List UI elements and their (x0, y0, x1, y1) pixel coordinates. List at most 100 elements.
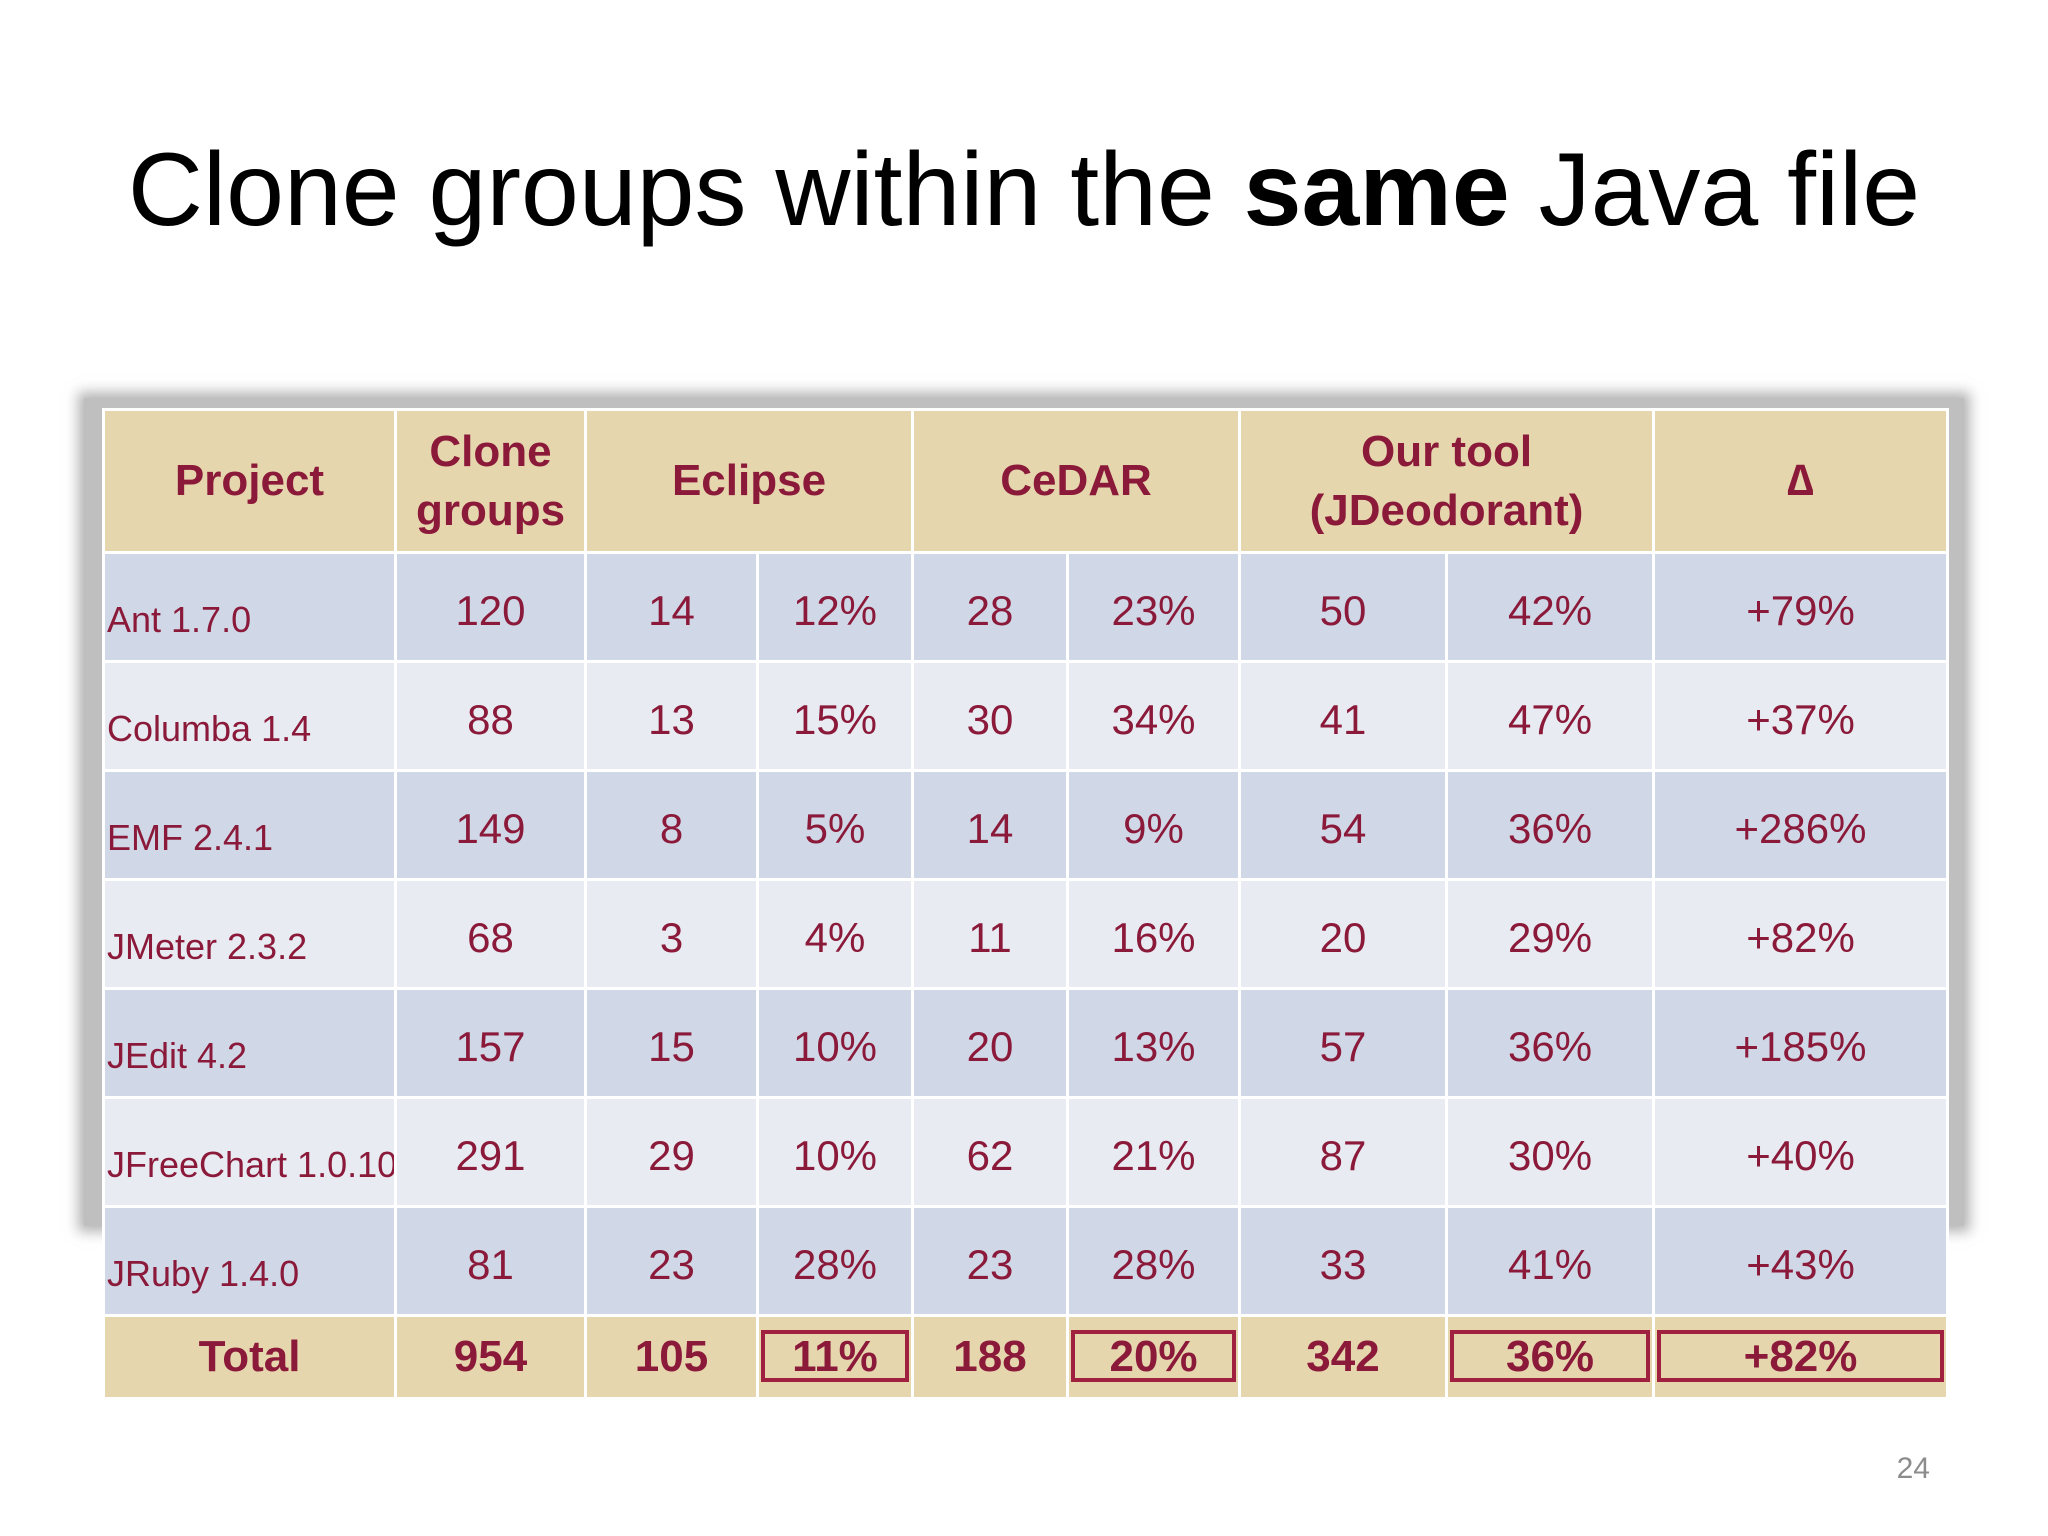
cell-eclipse-pct: 12% (756, 551, 914, 663)
table-row: JFreeChart 1.0.10 291 29 10% 62 21% 87 30% +40% (102, 1096, 1950, 1208)
cell-cedar-pct: 16% (1065, 878, 1242, 990)
header-row: Project Clone groups Eclipse CeDAR Our to… (102, 408, 1950, 554)
header-clone-groups: Clone groups (394, 408, 587, 554)
header-our-tool-line1: Our tool (1360, 426, 1533, 476)
table-row: JEdit 4.2 157 15 10% 20 13% 57 36% +185% (102, 987, 1950, 1099)
cell-cedar-n: 62 (911, 1096, 1069, 1208)
cell-eclipse-n: 13 (584, 660, 759, 772)
cell-cedar-n: 23 (911, 1205, 1069, 1317)
cell-eclipse-n: 3 (584, 878, 759, 990)
cell-clone-groups: 157 (394, 987, 587, 1099)
table-row: JRuby 1.4.0 81 23 28% 23 28% 33 41% +43% (102, 1205, 1950, 1317)
header-our-tool-line2: (JDeodorant) (1309, 486, 1584, 535)
cell-clone-groups: 149 (394, 769, 587, 881)
cell-cedar-n: 20 (911, 987, 1069, 1099)
cell-project: JMeter 2.3.2 (102, 878, 397, 990)
total-delta: +82% (1652, 1314, 1950, 1400)
cell-cedar-n: 30 (911, 660, 1069, 772)
cell-eclipse-pct: 10% (756, 987, 914, 1099)
cell-cedar-pct: 34% (1065, 660, 1242, 772)
cell-delta: +79% (1652, 551, 1950, 663)
header-delta: ∆ (1652, 408, 1950, 554)
cell-cedar-n: 28 (911, 551, 1069, 663)
cell-delta: +82% (1652, 878, 1950, 990)
table-row: Columba 1.4 88 13 15% 30 34% 41 47% +37% (102, 660, 1950, 772)
cell-eclipse-pct: 15% (756, 660, 914, 772)
cell-eclipse-n: 15 (584, 987, 759, 1099)
title-emphasis: same (1243, 132, 1510, 248)
page-number: 24 (1896, 1452, 1930, 1485)
cell-delta: +43% (1652, 1205, 1950, 1317)
cell-project: Columba 1.4 (102, 660, 397, 772)
cell-cedar-n: 11 (911, 878, 1069, 990)
cell-cedar-pct: 13% (1065, 987, 1242, 1099)
total-eclipse-pct: 11% (756, 1314, 914, 1400)
header-project: Project (102, 408, 397, 554)
total-clone-groups: 954 (394, 1314, 587, 1400)
cell-tool-pct: 47% (1445, 660, 1656, 772)
cell-eclipse-pct: 28% (756, 1205, 914, 1317)
cell-delta: +185% (1652, 987, 1950, 1099)
cell-tool-pct: 30% (1445, 1096, 1656, 1208)
highlight-box: 36% (1450, 1330, 1651, 1382)
header-our-tool: Our tool (JDeodorant) (1238, 408, 1656, 554)
cell-project: Ant 1.7.0 (102, 551, 397, 663)
cell-project: JRuby 1.4.0 (102, 1205, 397, 1317)
total-tool-n: 342 (1238, 1314, 1449, 1400)
header-clone-groups-line2: groups (415, 486, 566, 535)
highlight-box: 11% (761, 1330, 910, 1382)
cell-tool-pct: 41% (1445, 1205, 1656, 1317)
cell-tool-n: 41 (1238, 660, 1449, 772)
results-table-frame: Project Clone groups Eclipse CeDAR Our to… (84, 398, 1964, 1400)
total-project: Total (102, 1314, 397, 1400)
cell-tool-n: 20 (1238, 878, 1449, 990)
cell-eclipse-pct: 5% (756, 769, 914, 881)
total-tool-pct: 36% (1445, 1314, 1656, 1400)
cell-cedar-pct: 23% (1065, 551, 1242, 663)
cell-tool-pct: 36% (1445, 987, 1656, 1099)
cell-clone-groups: 88 (394, 660, 587, 772)
highlight-box: +82% (1657, 1330, 1945, 1382)
cell-tool-pct: 36% (1445, 769, 1656, 881)
table-row: JMeter 2.3.2 68 3 4% 11 16% 20 29% +82% (102, 878, 1950, 990)
cell-tool-pct: 42% (1445, 551, 1656, 663)
cell-cedar-pct: 28% (1065, 1205, 1242, 1317)
cell-tool-n: 54 (1238, 769, 1449, 881)
cell-eclipse-n: 14 (584, 551, 759, 663)
cell-project: JEdit 4.2 (102, 987, 397, 1099)
table-row: EMF 2.4.1 149 8 5% 14 9% 54 36% +286% (102, 769, 1950, 881)
cell-tool-n: 33 (1238, 1205, 1449, 1317)
cell-eclipse-pct: 4% (756, 878, 914, 990)
cell-delta: +286% (1652, 769, 1950, 881)
cell-clone-groups: 81 (394, 1205, 587, 1317)
cell-delta: +40% (1652, 1096, 1950, 1208)
cell-clone-groups: 291 (394, 1096, 587, 1208)
header-cedar: CeDAR (910, 408, 1242, 554)
total-cedar-pct: 20% (1065, 1314, 1242, 1400)
cell-cedar-n: 14 (911, 769, 1069, 881)
cell-tool-n: 57 (1238, 987, 1449, 1099)
cell-eclipse-n: 8 (584, 769, 759, 881)
cell-cedar-pct: 9% (1065, 769, 1242, 881)
cell-eclipse-pct: 10% (756, 1096, 914, 1208)
cell-eclipse-n: 29 (584, 1096, 759, 1208)
cell-delta: +37% (1652, 660, 1950, 772)
cell-clone-groups: 68 (394, 878, 587, 990)
cell-project: EMF 2.4.1 (102, 769, 397, 881)
cell-project: JFreeChart 1.0.10 (102, 1096, 397, 1208)
cell-clone-groups: 120 (394, 551, 587, 663)
total-row: Total 954 105 11% 188 20% 342 36% +82% (102, 1314, 1950, 1400)
table-row: Ant 1.7.0 120 14 12% 28 23% 50 42% +79% (102, 551, 1950, 663)
total-eclipse-n: 105 (584, 1314, 759, 1400)
cell-tool-n: 87 (1238, 1096, 1449, 1208)
cell-tool-pct: 29% (1445, 878, 1656, 990)
cell-eclipse-n: 23 (584, 1205, 759, 1317)
table-body: Ant 1.7.0 120 14 12% 28 23% 50 42% +79% Columba 1… (102, 551, 1950, 1400)
total-cedar-n: 188 (911, 1314, 1069, 1400)
header-eclipse: Eclipse (584, 408, 914, 554)
title-text-end: Java file (1509, 132, 1921, 248)
highlight-box: 20% (1071, 1330, 1237, 1382)
slide-title: Clone groups within the same Java file (0, 128, 2048, 253)
cell-tool-n: 50 (1238, 551, 1449, 663)
results-table: Project Clone groups Eclipse CeDAR Our to… (102, 408, 1950, 1400)
